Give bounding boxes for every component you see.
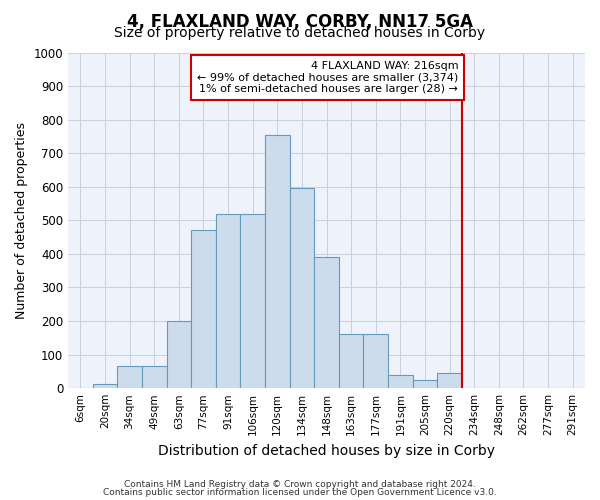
Bar (339, 334, 364, 388)
Text: Contains HM Land Registry data © Crown copyright and database right 2024.: Contains HM Land Registry data © Crown c… (124, 480, 476, 489)
Bar (167, 321, 191, 388)
Bar (92, 384, 117, 388)
Bar (241, 214, 265, 388)
Text: Size of property relative to detached houses in Corby: Size of property relative to detached ho… (115, 26, 485, 40)
Y-axis label: Number of detached properties: Number of detached properties (15, 122, 28, 319)
Bar (290, 188, 314, 388)
Text: Contains public sector information licensed under the Open Government Licence v3: Contains public sector information licen… (103, 488, 497, 497)
Text: 4 FLAXLAND WAY: 216sqm
← 99% of detached houses are smaller (3,374)
1% of semi-d: 4 FLAXLAND WAY: 216sqm ← 99% of detached… (197, 61, 458, 94)
X-axis label: Distribution of detached houses by size in Corby: Distribution of detached houses by size … (158, 444, 495, 458)
Text: 4, FLAXLAND WAY, CORBY, NN17 5GA: 4, FLAXLAND WAY, CORBY, NN17 5GA (127, 12, 473, 30)
Bar (437, 373, 462, 388)
Bar (388, 375, 413, 388)
Bar (117, 366, 142, 388)
Bar (191, 230, 216, 388)
Bar (142, 366, 167, 388)
Bar (216, 214, 241, 388)
Bar (314, 258, 339, 388)
Bar (265, 134, 290, 388)
Bar (364, 334, 388, 388)
Bar (413, 380, 437, 388)
